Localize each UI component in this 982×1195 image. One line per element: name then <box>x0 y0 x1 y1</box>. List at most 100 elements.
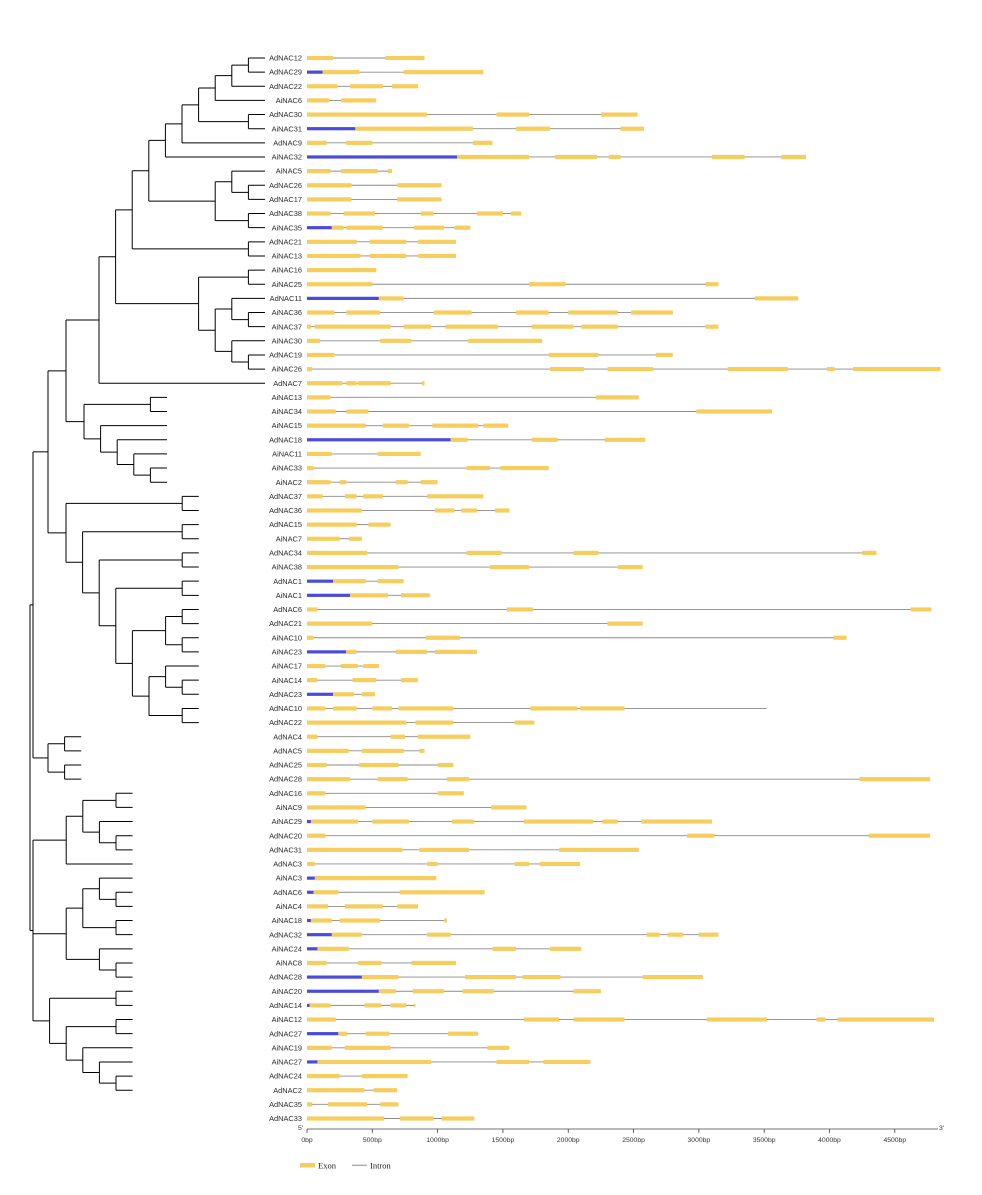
gene-row: AdNAC26 <box>269 181 442 190</box>
gene-row: AdNAC28 <box>269 973 703 982</box>
exon-block <box>466 550 502 555</box>
exon-block <box>307 805 366 810</box>
utr-block <box>307 127 356 131</box>
gene-label: AiNAC14 <box>272 676 302 685</box>
gene-label: AdNAC17 <box>269 195 302 204</box>
exon-block <box>399 1116 434 1121</box>
exon-block <box>378 989 396 994</box>
gene-row: AiNAC36 <box>272 308 673 317</box>
exon-block <box>307 211 331 216</box>
gene-row: AdNAC7 <box>273 379 425 388</box>
gene-row: AdNAC19 <box>269 351 673 360</box>
exon-block <box>395 649 428 654</box>
exon-block <box>868 833 931 838</box>
exon-block <box>390 1003 407 1008</box>
gene-row: AdNAC24 <box>269 1072 408 1081</box>
exon-block <box>307 678 318 683</box>
exon-block <box>595 395 639 400</box>
gene-label: AiNAC4 <box>276 902 302 911</box>
exon-block <box>514 861 530 867</box>
exon-block <box>314 324 391 329</box>
gene-label: AdNAC20 <box>269 831 302 840</box>
exon-block <box>380 338 412 343</box>
exon-block <box>641 819 712 824</box>
exon-block <box>705 282 719 287</box>
exon-block <box>382 423 409 428</box>
gene-label: AdNAC5 <box>273 746 302 755</box>
exon-block <box>339 480 347 485</box>
gene-row: AdNAC22 <box>269 82 419 91</box>
gene-row: AiNAC13 <box>272 393 639 402</box>
exon-block <box>365 1031 390 1036</box>
utr-block <box>307 593 351 597</box>
exon-block <box>573 989 601 994</box>
gene-structures: AdNAC12 AdNAC29 AdNAC22 AiNAC6 AdNAC30 AiNAC3… <box>269 54 941 1123</box>
gene-row: AdNAC34 <box>269 549 877 558</box>
exon-block <box>307 536 340 541</box>
exon-block <box>307 1017 336 1022</box>
exon-block <box>307 861 315 867</box>
exon-block <box>617 564 643 570</box>
gene-label: AdNAC12 <box>269 54 302 63</box>
exon-block <box>344 494 357 499</box>
exon-block <box>307 366 313 372</box>
utr-block <box>307 438 451 442</box>
exon-block <box>307 451 332 457</box>
exon-block <box>539 861 581 867</box>
exon-block <box>314 876 437 881</box>
exon-block <box>307 1102 313 1107</box>
exon-block <box>346 381 357 386</box>
exon-block <box>492 946 516 951</box>
gene-label: AiNAC3 <box>276 874 302 883</box>
gene-label: AiNAC12 <box>272 1015 302 1024</box>
exon-block <box>307 706 326 711</box>
gene-row: AdNAC6 <box>273 605 932 614</box>
gene-row: AdNAC20 <box>269 831 931 840</box>
exon-block <box>361 1073 408 1079</box>
gene-row: AiNAC37 <box>272 322 719 331</box>
exon-block <box>516 310 549 315</box>
gene-label: AdNAC9 <box>273 138 302 147</box>
gene-label: AiNAC8 <box>276 959 302 968</box>
gene-row: AdNAC17 <box>269 195 442 204</box>
exon-block <box>333 579 366 584</box>
exon-block <box>607 621 643 626</box>
exon-block <box>307 169 331 174</box>
exon-block <box>307 409 336 414</box>
gene-label: AdNAC28 <box>269 775 302 784</box>
exon-block <box>543 1059 591 1065</box>
exon-block <box>523 819 594 824</box>
gene-row: AdNAC21 <box>269 237 456 246</box>
gene-row: AdNAC2 <box>273 1086 398 1095</box>
gene-label: AdNAC19 <box>269 351 302 360</box>
exon-block <box>317 946 349 951</box>
exon-block <box>357 960 382 966</box>
gene-label: AdNAC26 <box>269 181 302 190</box>
exon-block <box>377 451 421 457</box>
gene-row: AdNAC5 <box>273 746 425 755</box>
gene-row: AiNAC14 <box>272 676 419 685</box>
exon-block <box>427 932 451 937</box>
gene-label: AdNAC14 <box>269 1001 302 1010</box>
gene-label: AdNAC30 <box>269 110 302 119</box>
gene-row: AdNAC14 <box>269 1001 416 1010</box>
phylogenetic-tree <box>29 57 265 1091</box>
exon-block <box>307 253 361 259</box>
exon-block <box>476 211 503 216</box>
exon-block <box>698 932 719 937</box>
exon-block <box>377 579 404 584</box>
gene-row: AiNAC18 <box>272 916 447 925</box>
exon-block <box>350 84 383 89</box>
exon-block <box>687 833 715 838</box>
exon-block <box>465 975 516 980</box>
gene-label: AdNAC28 <box>269 973 302 982</box>
exon-block <box>359 762 399 768</box>
exon-block <box>344 1045 391 1050</box>
gene-row: AiNAC9 <box>276 803 527 812</box>
exon-block <box>364 1003 382 1008</box>
exon-block <box>837 1017 934 1022</box>
exon-block <box>307 621 373 626</box>
exon-block <box>377 777 408 782</box>
exon-block <box>307 762 327 768</box>
